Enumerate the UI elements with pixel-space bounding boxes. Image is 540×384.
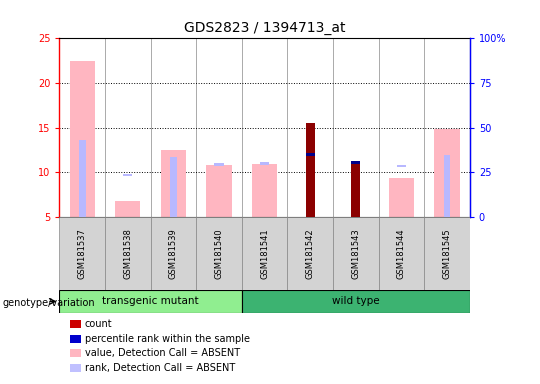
Text: GSM181545: GSM181545	[442, 228, 451, 279]
Text: wild type: wild type	[332, 296, 380, 306]
Bar	[443, 156, 450, 217]
Bar	[351, 161, 360, 164]
Text: percentile rank within the sample: percentile rank within the sample	[85, 334, 250, 344]
Title: GDS2823 / 1394713_at: GDS2823 / 1394713_at	[184, 21, 346, 35]
Text: GSM181539: GSM181539	[169, 228, 178, 279]
Bar	[79, 140, 86, 217]
Bar	[252, 164, 277, 217]
Text: value, Detection Call = ABSENT: value, Detection Call = ABSENT	[85, 348, 240, 358]
Bar	[306, 153, 315, 156]
Bar	[242, 217, 287, 290]
Text: transgenic mutant: transgenic mutant	[102, 296, 199, 306]
Bar	[389, 178, 414, 217]
Bar	[151, 217, 196, 290]
Bar	[105, 217, 151, 290]
Bar	[59, 217, 105, 290]
Text: genotype/variation: genotype/variation	[3, 298, 96, 308]
Bar	[351, 165, 360, 167]
Bar	[123, 174, 132, 176]
Text: GSM181540: GSM181540	[214, 228, 224, 279]
Text: GSM181538: GSM181538	[123, 228, 132, 279]
Bar	[306, 123, 315, 217]
Bar	[70, 61, 94, 217]
Bar	[435, 129, 460, 217]
Bar	[196, 217, 242, 290]
Bar	[242, 290, 470, 313]
Bar	[287, 217, 333, 290]
Text: GSM181543: GSM181543	[352, 228, 360, 279]
Bar	[161, 150, 186, 217]
Bar	[206, 165, 232, 217]
Bar	[333, 217, 379, 290]
Bar	[170, 157, 177, 217]
Bar	[260, 162, 269, 165]
Text: GSM181542: GSM181542	[306, 228, 315, 279]
Bar	[351, 161, 360, 217]
Bar	[59, 290, 242, 313]
Text: GSM181537: GSM181537	[78, 228, 87, 279]
Bar	[115, 201, 140, 217]
Bar	[379, 217, 424, 290]
Text: GSM181544: GSM181544	[397, 228, 406, 279]
Text: count: count	[85, 319, 112, 329]
Bar	[214, 163, 224, 166]
Text: rank, Detection Call = ABSENT: rank, Detection Call = ABSENT	[85, 363, 235, 373]
Bar	[424, 217, 470, 290]
Bar	[397, 165, 406, 167]
Text: GSM181541: GSM181541	[260, 228, 269, 279]
